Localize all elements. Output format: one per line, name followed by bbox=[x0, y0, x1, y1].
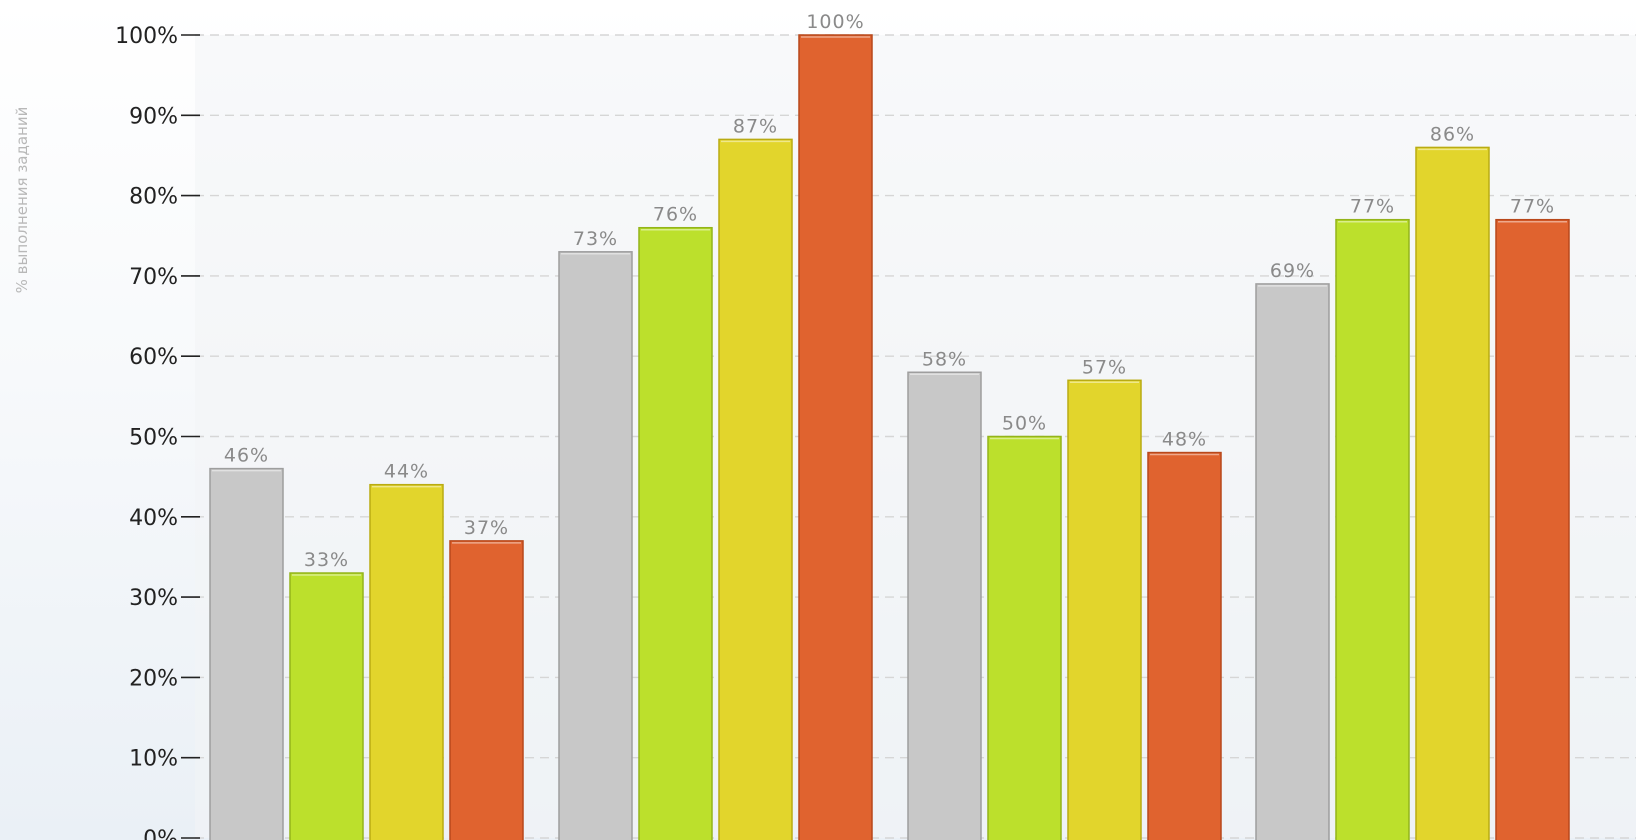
value-label: 77% bbox=[1350, 196, 1395, 218]
bar bbox=[638, 226, 713, 840]
value-label: 76% bbox=[653, 204, 698, 226]
value-label: 46% bbox=[224, 445, 269, 467]
value-label: 57% bbox=[1082, 356, 1127, 378]
bar bbox=[1415, 146, 1490, 840]
bar bbox=[1255, 283, 1330, 840]
bar bbox=[1495, 218, 1570, 840]
bar bbox=[1147, 451, 1222, 840]
bar bbox=[289, 572, 364, 840]
y-axis: 0% 10% 20% 30% 40% 50% 60% 70% 80% 90% 100% bbox=[115, 24, 200, 840]
bar bbox=[907, 371, 982, 840]
y-tick-label: 90% bbox=[129, 104, 178, 129]
value-label: 73% bbox=[573, 228, 618, 250]
bar bbox=[1067, 379, 1142, 840]
bar bbox=[718, 138, 793, 840]
value-label: 33% bbox=[304, 549, 349, 571]
value-label: 87% bbox=[733, 115, 778, 137]
y-axis-label: % выполнения заданий bbox=[13, 107, 31, 294]
y-tick-label: 40% bbox=[129, 506, 178, 531]
bar bbox=[1335, 218, 1410, 840]
bar bbox=[987, 435, 1062, 840]
bar bbox=[369, 483, 444, 840]
bar bbox=[449, 540, 524, 840]
bar bbox=[798, 34, 873, 840]
y-tick-label: 30% bbox=[129, 586, 178, 611]
value-label: 77% bbox=[1510, 196, 1555, 218]
value-label: 48% bbox=[1162, 429, 1207, 451]
y-tick-label: 60% bbox=[129, 345, 178, 370]
value-label: 69% bbox=[1270, 260, 1315, 282]
value-label: 37% bbox=[464, 517, 509, 539]
bar bbox=[558, 251, 633, 840]
y-tick-label: 100% bbox=[115, 24, 178, 49]
y-tick-label: 70% bbox=[129, 265, 178, 290]
y-tick-label: 20% bbox=[129, 666, 178, 691]
value-label: 86% bbox=[1430, 123, 1475, 145]
value-label: 44% bbox=[384, 461, 429, 483]
y-tick-label: 50% bbox=[129, 426, 178, 451]
y-tick-label: 10% bbox=[129, 747, 178, 772]
value-labels: 46% 33% 44% 37% 73% 76% 87% 100% 58% 50% 57% 48% 69%… bbox=[224, 11, 1555, 571]
bars bbox=[209, 34, 1570, 840]
y-tick-label: 80% bbox=[129, 185, 178, 210]
value-label: 50% bbox=[1002, 413, 1047, 435]
value-label: 100% bbox=[806, 11, 864, 33]
value-label: 58% bbox=[922, 348, 967, 370]
y-tick-label: 0% bbox=[143, 827, 178, 840]
bar bbox=[209, 467, 284, 840]
